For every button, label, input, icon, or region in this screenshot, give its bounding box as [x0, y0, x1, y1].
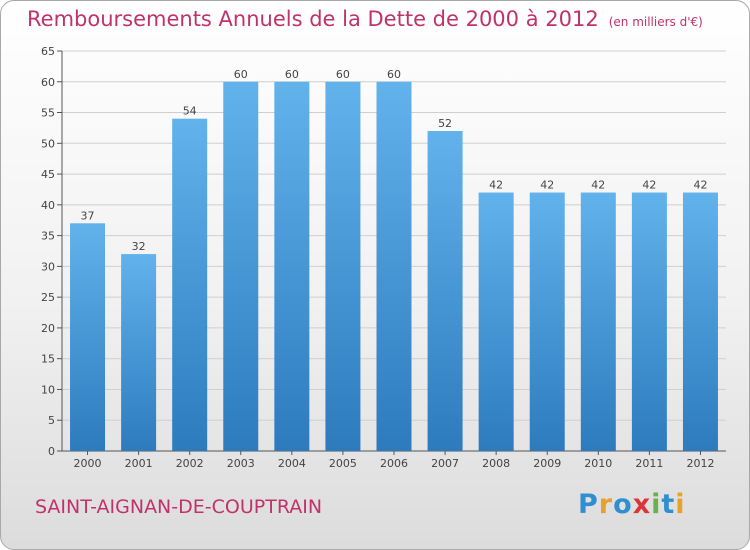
x-tick-label: 2011 — [635, 457, 663, 470]
y-tick-label: 50 — [41, 137, 55, 150]
y-tick-label: 25 — [41, 291, 55, 304]
bar-value-label: 42 — [591, 179, 605, 192]
bar-value-label: 32 — [132, 240, 146, 253]
bar-value-label: 60 — [285, 68, 299, 81]
bar — [580, 192, 616, 452]
commune-name: SAINT-AIGNAN-DE-COUPTRAIN — [35, 496, 323, 518]
x-tick-label: 2002 — [176, 457, 204, 470]
bar — [631, 192, 667, 452]
y-tick-label: 0 — [48, 445, 55, 458]
bar-value-label: 60 — [234, 68, 248, 81]
logo-letter: r — [598, 489, 614, 520]
bar — [70, 223, 106, 451]
bars-layer — [70, 81, 718, 452]
title-row: Remboursements Annuels de la Dette de 20… — [27, 7, 703, 31]
bar-value-label: 60 — [336, 68, 350, 81]
labels-layer: 37 2000 32 2001 54 2002 60 2003 60 2004 60 2005 60 20… — [74, 68, 715, 470]
bar-value-label: 52 — [438, 117, 452, 130]
logo-letter: i — [675, 489, 686, 520]
bar — [223, 81, 259, 452]
proxiti-logo[interactable]: Proxiti — [578, 489, 686, 520]
logo-letter: t — [661, 489, 676, 520]
x-tick-label: 2007 — [431, 457, 459, 470]
y-tick-label: 40 — [41, 199, 55, 212]
y-tick-label: 5 — [48, 414, 55, 427]
y-tick-label: 30 — [41, 260, 55, 273]
logo-letter: P — [578, 489, 599, 520]
bar-value-label: 42 — [489, 179, 503, 192]
bar-value-label: 42 — [642, 179, 656, 192]
chart-title: Remboursements Annuels de la Dette de 20… — [27, 7, 599, 31]
x-tick-label: 2004 — [278, 457, 306, 470]
bar — [274, 81, 310, 452]
x-tick-label: 2001 — [125, 457, 153, 470]
x-tick-label: 2010 — [584, 457, 612, 470]
bar-value-label: 42 — [693, 179, 707, 192]
y-tick-label: 10 — [41, 383, 55, 396]
chart-subtitle: (en milliers d'€) — [608, 15, 703, 29]
logo-letter: o — [613, 489, 633, 520]
bar — [172, 118, 208, 451]
bar — [325, 81, 361, 452]
bar-value-label: 54 — [183, 105, 197, 118]
y-tick-label: 45 — [41, 168, 55, 181]
bar-value-label: 60 — [387, 68, 401, 81]
y-tick-label: 65 — [41, 45, 55, 58]
x-tick-label: 2005 — [329, 457, 357, 470]
x-tick-label: 2006 — [380, 457, 408, 470]
bar — [529, 192, 565, 452]
bar — [121, 254, 157, 451]
bar — [478, 192, 514, 452]
bar-value-label: 37 — [81, 209, 95, 222]
bar — [427, 131, 463, 451]
x-tick-label: 2008 — [482, 457, 510, 470]
y-tick-label: 15 — [41, 353, 55, 366]
bar-value-label: 42 — [540, 179, 554, 192]
y-tick-label: 20 — [41, 322, 55, 335]
y-tick-label: 55 — [41, 107, 55, 120]
y-tick-label: 35 — [41, 230, 55, 243]
bar — [682, 192, 718, 452]
x-tick-label: 2000 — [74, 457, 102, 470]
logo-letter: i — [651, 489, 662, 520]
bar — [376, 81, 412, 452]
y-tick-label: 60 — [41, 76, 55, 89]
x-tick-label: 2009 — [533, 457, 561, 470]
logo-letter: x — [632, 489, 652, 520]
x-tick-label: 2003 — [227, 457, 255, 470]
x-tick-label: 2012 — [686, 457, 714, 470]
